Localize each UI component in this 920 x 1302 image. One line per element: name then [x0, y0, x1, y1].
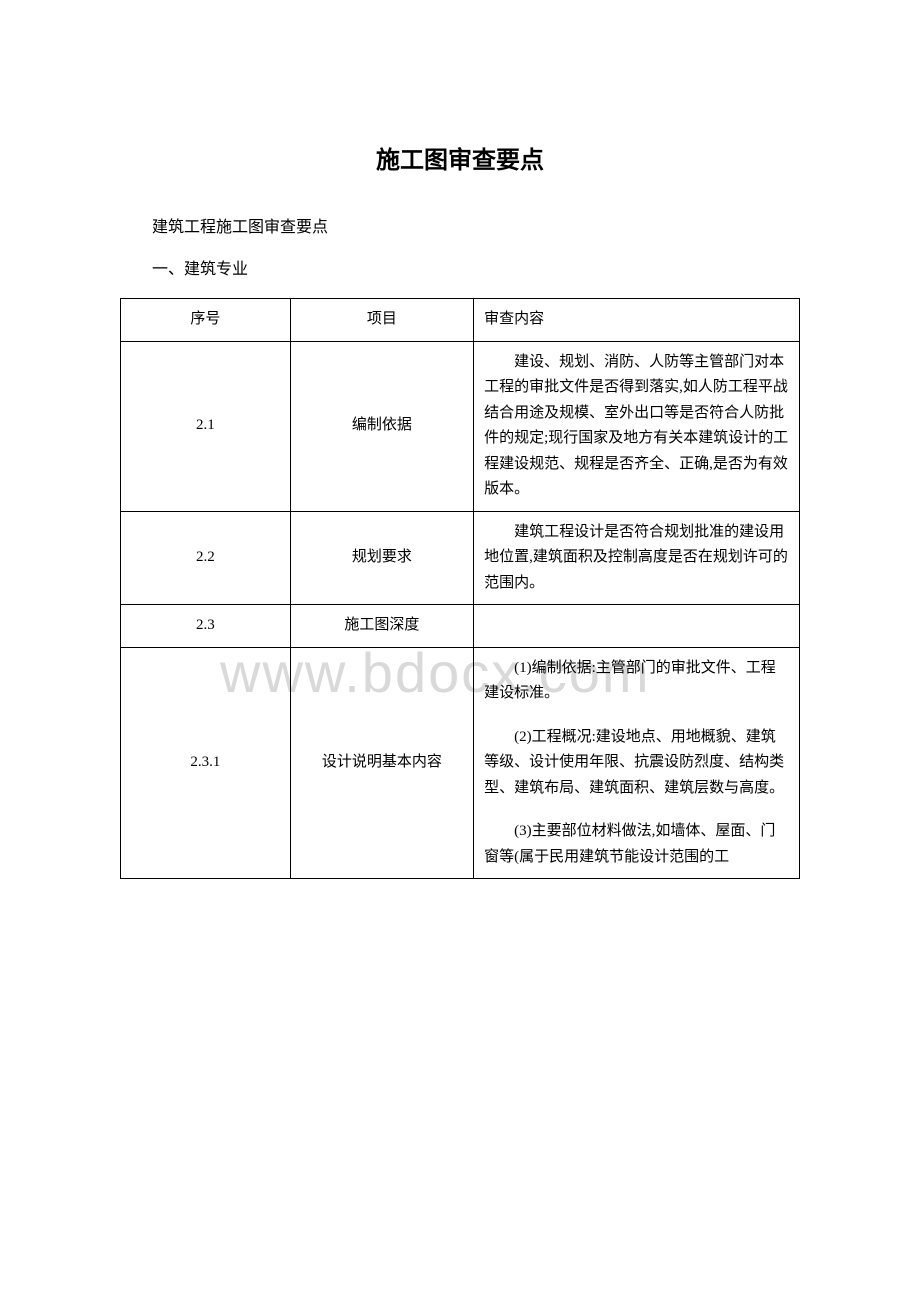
content-paragraph: (3)主要部位材料做法,如墙体、屋面、门窗等(属于民用建筑节能设计范围的工	[484, 819, 789, 870]
content-paragraph: (2)工程概况:建设地点、用地概貌、建筑等级、设计使用年限、抗震设防烈度、结构类…	[484, 725, 789, 802]
content-paragraph: 建设、规划、消防、人防等主管部门对本工程的审批文件是否得到落实,如人防工程平战结…	[484, 350, 789, 503]
content-paragraph: 建筑工程设计是否符合规划批准的建设用地位置,建筑面积及控制高度是否在规划许可的范…	[484, 520, 789, 597]
page-title: 施工图审查要点	[120, 140, 800, 175]
cell-seq: 2.1	[121, 341, 291, 511]
table-row: 2.3 施工图深度	[121, 605, 800, 648]
cell-seq: 2.3.1	[121, 647, 291, 879]
table-row: 2.3.1 设计说明基本内容 (1)编制依据:主管部门的审批文件、工程建设标准。…	[121, 647, 800, 879]
review-table: 序号 项目 审查内容 2.1 编制依据 建设、规划、消防、人防等主管部门对本工程…	[120, 298, 800, 879]
table-row: 2.1 编制依据 建设、规划、消防、人防等主管部门对本工程的审批文件是否得到落实…	[121, 341, 800, 511]
cell-content: 建筑工程设计是否符合规划批准的建设用地位置,建筑面积及控制高度是否在规划许可的范…	[474, 511, 800, 605]
section-header: 一、建筑专业	[120, 257, 800, 283]
document-page: 施工图审查要点 建筑工程施工图审查要点 一、建筑专业 序号 项目 审查内容 2.…	[0, 0, 920, 879]
cell-seq: 2.3	[121, 605, 291, 648]
subtitle-text: 建筑工程施工图审查要点	[120, 215, 800, 241]
cell-content: 建设、规划、消防、人防等主管部门对本工程的审批文件是否得到落实,如人防工程平战结…	[474, 341, 800, 511]
header-content: 审查内容	[474, 299, 800, 342]
cell-item: 编制依据	[290, 341, 473, 511]
header-item: 项目	[290, 299, 473, 342]
table-header-row: 序号 项目 审查内容	[121, 299, 800, 342]
cell-seq: 2.2	[121, 511, 291, 605]
table-row: 2.2 规划要求 建筑工程设计是否符合规划批准的建设用地位置,建筑面积及控制高度…	[121, 511, 800, 605]
cell-item: 施工图深度	[290, 605, 473, 648]
cell-item: 规划要求	[290, 511, 473, 605]
header-seq: 序号	[121, 299, 291, 342]
cell-content	[474, 605, 800, 648]
content-paragraph: (1)编制依据:主管部门的审批文件、工程建设标准。	[484, 656, 789, 707]
cell-item: 设计说明基本内容	[290, 647, 473, 879]
cell-content: (1)编制依据:主管部门的审批文件、工程建设标准。 (2)工程概况:建设地点、用…	[474, 647, 800, 879]
